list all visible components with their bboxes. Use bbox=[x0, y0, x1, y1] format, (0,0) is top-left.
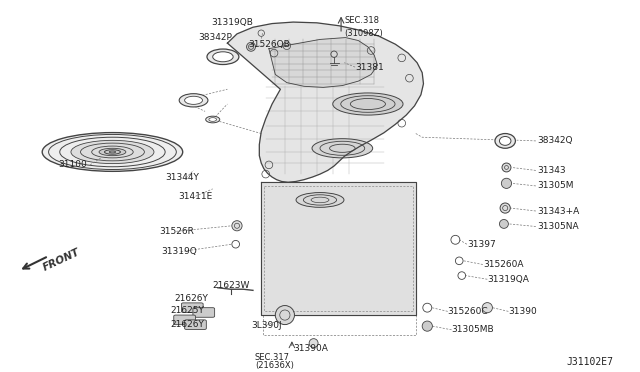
Polygon shape bbox=[227, 22, 424, 182]
Ellipse shape bbox=[42, 132, 182, 171]
Text: 31526QB: 31526QB bbox=[248, 41, 290, 49]
Text: J31102E7: J31102E7 bbox=[567, 356, 614, 366]
Text: 31526R: 31526R bbox=[159, 227, 194, 236]
Ellipse shape bbox=[209, 118, 216, 121]
Text: 38342Q: 38342Q bbox=[537, 137, 573, 145]
Ellipse shape bbox=[184, 96, 202, 105]
Text: (31098Z): (31098Z) bbox=[344, 29, 383, 38]
Ellipse shape bbox=[99, 148, 126, 155]
Text: 31343: 31343 bbox=[537, 166, 566, 175]
Text: 21625Y: 21625Y bbox=[170, 306, 204, 315]
Ellipse shape bbox=[275, 305, 294, 325]
Text: 31319QA: 31319QA bbox=[487, 275, 529, 284]
Text: 31305MB: 31305MB bbox=[452, 326, 494, 334]
Ellipse shape bbox=[312, 139, 372, 158]
FancyBboxPatch shape bbox=[193, 308, 214, 317]
Text: 31305NA: 31305NA bbox=[537, 222, 579, 231]
Text: 31390A: 31390A bbox=[293, 344, 328, 353]
Text: 31100: 31100 bbox=[58, 160, 87, 169]
Ellipse shape bbox=[500, 203, 510, 213]
Text: FRONT: FRONT bbox=[42, 247, 82, 273]
Text: 31411E: 31411E bbox=[178, 192, 212, 201]
Text: 315260A: 315260A bbox=[483, 260, 524, 269]
Ellipse shape bbox=[501, 178, 511, 188]
Ellipse shape bbox=[71, 140, 154, 164]
Ellipse shape bbox=[212, 52, 233, 62]
Ellipse shape bbox=[179, 94, 208, 107]
Text: SEC.318: SEC.318 bbox=[344, 16, 380, 26]
Ellipse shape bbox=[207, 49, 239, 64]
Text: 31305M: 31305M bbox=[537, 182, 573, 190]
Text: 3L390J: 3L390J bbox=[252, 321, 282, 330]
Text: SEC.317: SEC.317 bbox=[255, 353, 290, 362]
Text: 31381: 31381 bbox=[355, 62, 384, 72]
Text: 21626Y: 21626Y bbox=[170, 320, 204, 329]
Text: 38342P: 38342P bbox=[198, 33, 232, 42]
Ellipse shape bbox=[333, 93, 403, 115]
Polygon shape bbox=[261, 182, 416, 315]
FancyBboxPatch shape bbox=[184, 320, 206, 330]
Text: 31343+A: 31343+A bbox=[537, 206, 579, 215]
Text: (21636X): (21636X) bbox=[255, 362, 294, 371]
Ellipse shape bbox=[502, 163, 511, 172]
Ellipse shape bbox=[499, 137, 511, 145]
Text: 31390: 31390 bbox=[508, 307, 537, 316]
Text: 315260C: 315260C bbox=[448, 307, 488, 316]
Ellipse shape bbox=[309, 339, 318, 347]
Ellipse shape bbox=[232, 221, 242, 231]
FancyBboxPatch shape bbox=[181, 303, 203, 312]
Text: 31319QB: 31319QB bbox=[211, 17, 253, 26]
Polygon shape bbox=[269, 38, 378, 87]
Ellipse shape bbox=[246, 42, 255, 51]
Text: 21626Y: 21626Y bbox=[174, 294, 208, 303]
Ellipse shape bbox=[422, 321, 433, 331]
Text: 31397: 31397 bbox=[467, 240, 495, 249]
Text: 31319Q: 31319Q bbox=[162, 247, 197, 256]
FancyBboxPatch shape bbox=[173, 315, 195, 325]
Ellipse shape bbox=[495, 134, 515, 148]
Text: 31344Y: 31344Y bbox=[166, 173, 199, 182]
Ellipse shape bbox=[296, 193, 344, 207]
Ellipse shape bbox=[482, 302, 492, 313]
Ellipse shape bbox=[499, 219, 508, 228]
Text: 21623W: 21623W bbox=[212, 281, 250, 290]
Ellipse shape bbox=[205, 116, 220, 123]
